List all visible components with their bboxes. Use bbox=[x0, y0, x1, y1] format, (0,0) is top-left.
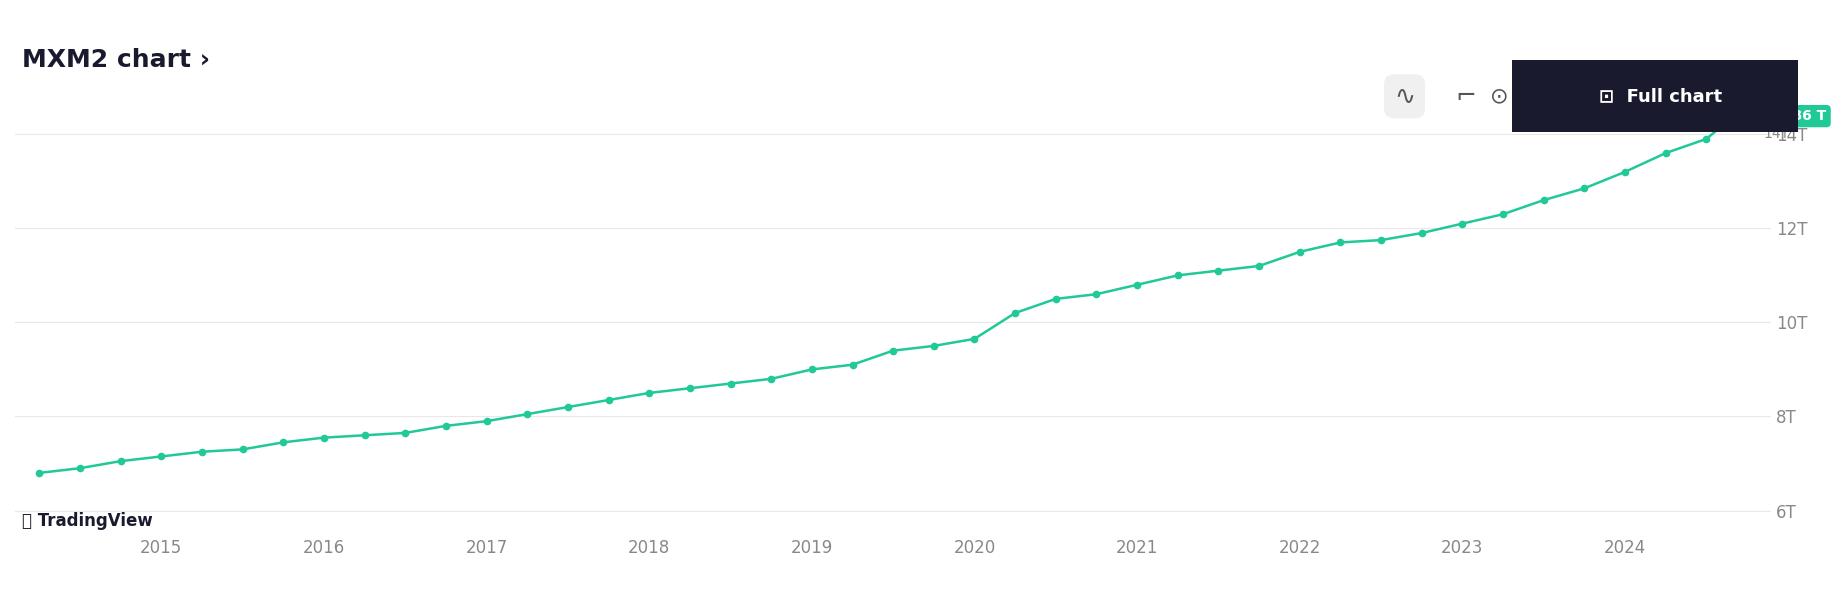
Text: ∿: ∿ bbox=[1394, 84, 1414, 108]
Text: 14T: 14T bbox=[1763, 127, 1789, 141]
Text: ⌐: ⌐ bbox=[1455, 84, 1475, 108]
Text: ⊡  Full chart: ⊡ Full chart bbox=[1599, 87, 1722, 105]
Text: ⊙: ⊙ bbox=[1490, 86, 1508, 107]
Text: 14.386 T: 14.386 T bbox=[1759, 109, 1827, 123]
Text: MXM2 chart ›: MXM2 chart › bbox=[22, 48, 210, 72]
Text: 📺 TradingView: 📺 TradingView bbox=[22, 512, 153, 530]
